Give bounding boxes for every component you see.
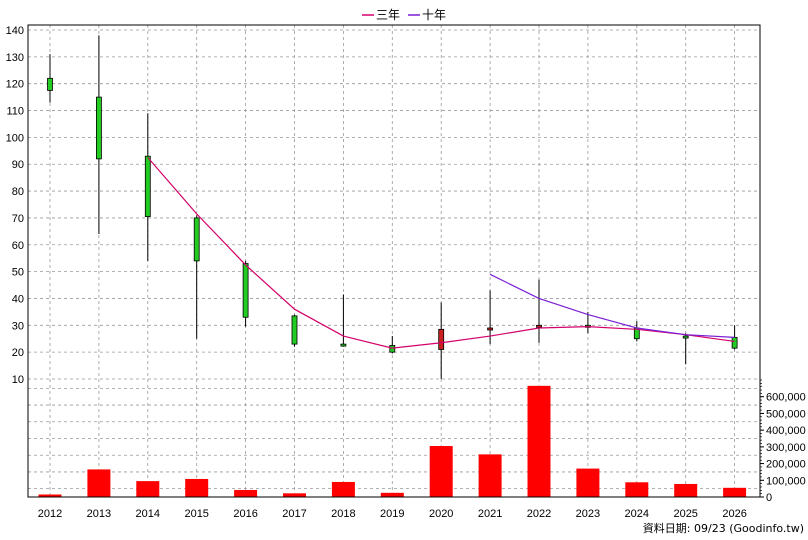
- volume-bar-2020: [429, 446, 453, 497]
- year-tick-label: 2025: [673, 508, 697, 520]
- volume-tick-label: 600,000: [766, 392, 806, 404]
- legend-label-1: 十年: [422, 8, 446, 22]
- volume-tick-label: 200,000: [766, 459, 806, 471]
- volume-tick-label: 100,000: [766, 475, 806, 487]
- candle-body-2015: [193, 217, 200, 262]
- price-tick-label: 50: [12, 267, 24, 279]
- year-tick-label: 2019: [380, 508, 404, 520]
- candle-body-2020: [438, 328, 445, 350]
- year-tick-label: 2017: [282, 508, 306, 520]
- volume-bar-2015: [185, 478, 209, 497]
- volume-bar-2014: [136, 481, 160, 497]
- year-tick-label: 2024: [625, 508, 649, 520]
- year-tick-label: 2022: [527, 508, 551, 520]
- year-tick-label: 2023: [576, 508, 600, 520]
- candle-body-2026: [731, 336, 738, 349]
- volume-bar-2025: [674, 483, 698, 497]
- axes: 140 130 120 110 100 90 80 70 60 50 40 30 20 10 2012 201…: [6, 25, 806, 520]
- year-tick-label: 2014: [136, 508, 160, 520]
- volume-tick-label: 300,000: [766, 442, 806, 454]
- price-tick-label: 40: [12, 293, 24, 305]
- year-tick-label: 2018: [331, 508, 355, 520]
- volume-tick-label: 0: [766, 492, 772, 504]
- candles: [47, 35, 738, 379]
- volume-bar-2026: [723, 487, 747, 497]
- price-tick-label: 60: [12, 240, 24, 252]
- volume-bar-2018: [331, 481, 355, 497]
- volume-bar-2024: [625, 482, 649, 497]
- data-date-footer: 資料日期: 09/23 (Goodinfo.tw): [643, 521, 804, 535]
- volume-tick-label: 500,000: [766, 408, 806, 420]
- volume-bar-2022: [527, 385, 551, 497]
- plot-border: [27, 24, 761, 498]
- legend: 三年 十年: [362, 8, 446, 22]
- year-tick-label: 2021: [478, 508, 502, 520]
- price-tick-label: 10: [12, 374, 24, 386]
- ma-line-三年: [147, 157, 735, 349]
- price-tick-label: 70: [12, 213, 24, 225]
- candle-body-2021: [487, 327, 494, 331]
- volume-tick-label: 400,000: [766, 425, 806, 437]
- year-tick-label: 2016: [233, 508, 257, 520]
- year-tick-label: 2013: [87, 508, 111, 520]
- grid: [28, 25, 760, 497]
- price-tick-label: 130: [6, 52, 24, 64]
- price-tick-label: 100: [6, 132, 24, 144]
- candle-body-2022: [536, 324, 542, 328]
- price-tick-label: 20: [12, 347, 24, 359]
- volume-bar-2017: [283, 493, 306, 497]
- volume-bar-2023: [576, 468, 600, 497]
- candle-body-2014: [144, 155, 151, 217]
- volume-bar-2013: [87, 469, 111, 497]
- year-tick-label: 2026: [722, 508, 746, 520]
- year-tick-label: 2015: [184, 508, 208, 520]
- candle-body-2016: [242, 263, 249, 318]
- price-tick-label: 110: [6, 106, 24, 118]
- plot-frame: [27, 24, 761, 498]
- price-tick-label: 30: [12, 320, 24, 332]
- volume-bar-2019: [380, 492, 404, 497]
- ma-line-十年: [489, 273, 735, 338]
- price-tick-label: 140: [6, 25, 24, 37]
- volume-bar-2016: [234, 489, 258, 497]
- candle-body-2025: [682, 335, 689, 339]
- volume-bar-2021: [478, 454, 502, 497]
- year-tick-label: 2020: [429, 508, 453, 520]
- price-tick-label: 120: [6, 79, 24, 91]
- price-tick-label: 80: [12, 186, 24, 198]
- volume-bar-2012: [38, 494, 62, 497]
- candle-body-2018: [340, 343, 347, 347]
- price-tick-label: 90: [12, 159, 24, 171]
- candle-body-2013: [96, 96, 102, 160]
- candle-body-2012: [47, 77, 53, 91]
- candle-body-2019: [389, 345, 396, 353]
- legend-label-0: 三年: [376, 8, 400, 22]
- candle-body-2017: [291, 315, 298, 345]
- year-tick-label: 2012: [38, 508, 62, 520]
- moving-average-lines: [147, 157, 735, 349]
- volume-bars: [38, 385, 747, 497]
